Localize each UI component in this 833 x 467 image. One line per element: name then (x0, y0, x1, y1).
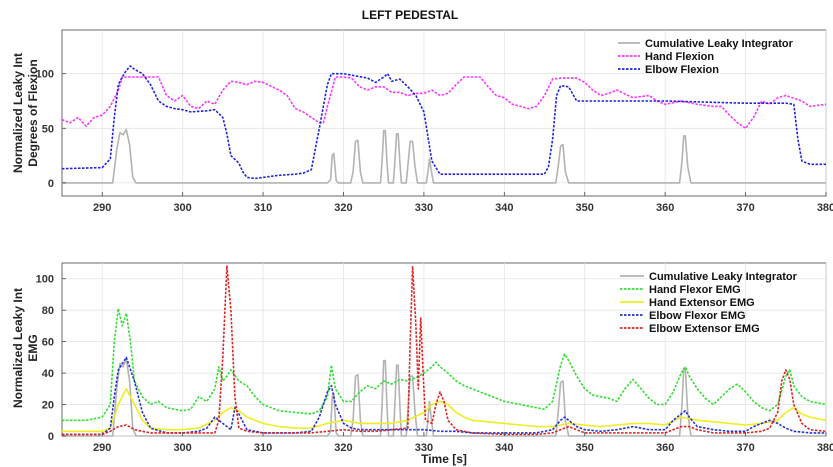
legend-label-cumulative-leaky-integrator: Cumulative Leaky Integrator (645, 38, 794, 50)
legend-label-hand-flexor-emg: Hand Flexor EMG (649, 284, 741, 296)
x-tick-label: 300 (173, 202, 191, 214)
x-tick-label: 360 (656, 442, 674, 454)
legend-label-hand-flexion: Hand Flexion (645, 51, 714, 63)
y-tick-label: 80 (42, 305, 54, 317)
y-tick-label: 0 (48, 178, 54, 190)
x-tick-label: 310 (254, 202, 272, 214)
bottom-ylabel-line-1: Normalized Leaky Int (11, 288, 25, 408)
x-tick-label: 340 (495, 442, 513, 454)
chart-title: LEFT PEDESTAL (362, 8, 458, 22)
legend-label-elbow-flexor-emg: Elbow Flexor EMG (649, 310, 746, 322)
y-tick-label: 20 (42, 400, 54, 412)
x-tick-label: 340 (495, 202, 513, 214)
x-tick-label: 380 (817, 202, 833, 214)
y-tick-label: 0 (48, 431, 54, 443)
legend-label-cumulative-leaky-integrator: Cumulative Leaky Integrator (649, 271, 798, 283)
y-tick-label: 60 (42, 337, 54, 349)
y-tick-label: 40 (42, 368, 54, 380)
x-tick-label: 380 (817, 442, 833, 454)
bottom-xlabel: Time [s] (421, 452, 467, 466)
x-tick-label: 300 (173, 442, 191, 454)
x-tick-label: 350 (576, 202, 594, 214)
x-tick-label: 310 (254, 442, 272, 454)
x-tick-label: 360 (656, 202, 674, 214)
x-tick-label: 320 (334, 442, 352, 454)
x-tick-label: 290 (93, 202, 111, 214)
x-tick-label: 370 (736, 442, 754, 454)
y-tick-label: 50 (42, 123, 54, 135)
x-tick-label: 290 (93, 442, 111, 454)
legend-label-hand-extensor-emg: Hand Extensor EMG (649, 297, 755, 309)
bottom-panel: 290 300 310 320 330 340 350 360 370 380 020406080… (11, 263, 833, 466)
bottom-y-ticks: 0 20 40 60 80 100 (36, 274, 66, 443)
x-tick-label: 330 (415, 202, 433, 214)
x-tick-label: 370 (736, 202, 754, 214)
x-tick-label: 320 (334, 202, 352, 214)
top-ylabel-line-2: Degrees of Flexion (26, 59, 40, 166)
y-tick-label: 100 (36, 274, 54, 286)
top-ylabel-line-1: Normalized Leaky Int (11, 53, 25, 173)
bottom-ylabel-line-2: EMG (26, 334, 40, 361)
legend-label-elbow-flexion: Elbow Flexion (645, 64, 719, 76)
legend-label-elbow-extensor-emg: Elbow Extensor EMG (649, 323, 760, 335)
x-tick-label: 350 (576, 442, 594, 454)
